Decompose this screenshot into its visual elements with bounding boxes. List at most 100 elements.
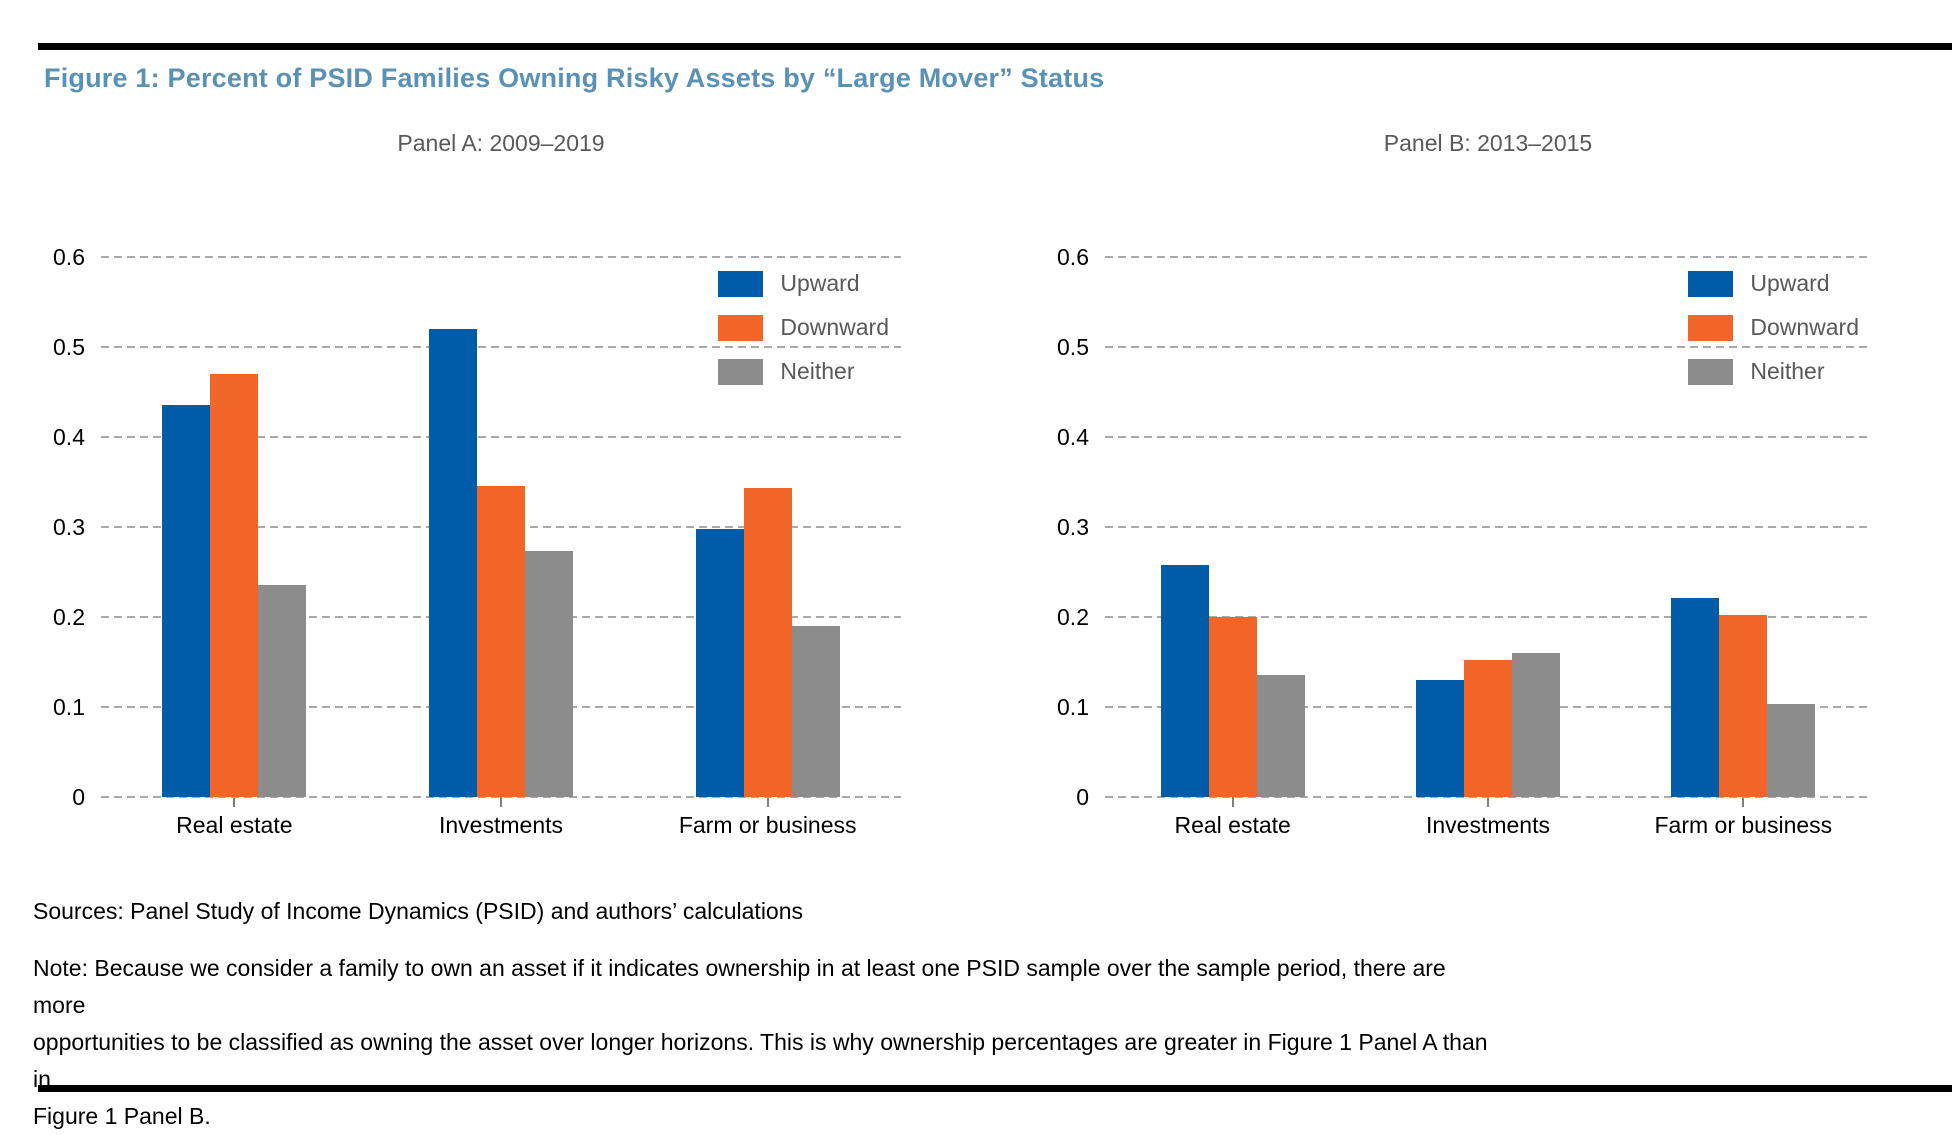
- legend-label-upward: Upward: [780, 270, 860, 296]
- gridline-0.5: [101, 346, 901, 348]
- x-tick-farm-or-business: [766, 797, 769, 807]
- sources-line: Sources: Panel Study of Income Dynamics …: [33, 898, 804, 924]
- y-tick-label-0: 0: [72, 784, 85, 810]
- legend-label-neither: Neither: [780, 358, 855, 384]
- gridline-0.6: [101, 256, 901, 258]
- gridline-0.4: [101, 436, 901, 438]
- legend-swatch-downward: [718, 314, 764, 341]
- y-tick-label-0: 0: [1076, 784, 1089, 810]
- bar-group-investments: [428, 329, 573, 797]
- panel-b-bars: [1105, 257, 1871, 797]
- x-tick-farm-or-business: [1742, 797, 1745, 807]
- bottom-rule: [38, 1085, 1952, 1092]
- gridline-0: [1105, 796, 1871, 798]
- x-cell-real-estate: Real estate: [1105, 797, 1360, 839]
- bar-upward-investments: [428, 329, 477, 797]
- legend-row-upward: Upward: [1688, 270, 1859, 297]
- y-tick-label-0.3: 0.3: [1057, 514, 1089, 540]
- x-cell-investments: Investments: [1360, 797, 1615, 839]
- bar-group-real-estate: [1160, 565, 1305, 797]
- note-text: Note: Because we consider a family to ow…: [33, 955, 1488, 1129]
- figure-title: Figure 1: Percent of PSID Families Ownin…: [44, 63, 1105, 93]
- bar-upward-real-estate: [162, 405, 211, 797]
- panel-a-title: Panel A: 2009–2019: [397, 130, 605, 156]
- y-tick-label-0.3: 0.3: [53, 514, 85, 540]
- x-cell-real-estate: Real estate: [101, 797, 368, 839]
- y-tick-label-0.2: 0.2: [1057, 604, 1089, 630]
- gridline-0.5: [1105, 346, 1871, 348]
- legend-swatch-upward: [1688, 270, 1734, 297]
- legend-swatch-downward: [1688, 314, 1734, 341]
- panel-a-legend: Upward Downward Neither: [718, 270, 889, 402]
- x-label-farm-or-business: Farm or business: [1654, 812, 1833, 838]
- bar-downward-farm-or-business: [743, 488, 792, 797]
- x-tick-investments: [500, 797, 502, 807]
- legend-row-neither: Neither: [1688, 358, 1859, 385]
- legend-row-downward: Downward: [718, 314, 889, 341]
- bar-downward-investments: [1463, 660, 1512, 797]
- y-tick-label-0.4: 0.4: [1057, 424, 1089, 450]
- legend-row-neither: Neither: [718, 358, 889, 385]
- x-label-real-estate: Real estate: [1174, 812, 1291, 838]
- y-tick-label-0.4: 0.4: [53, 424, 85, 450]
- bar-downward-investments: [476, 486, 525, 797]
- legend-row-downward: Downward: [1688, 314, 1859, 341]
- bar-neither-investments: [524, 551, 573, 797]
- bar-neither-investments: [1511, 653, 1560, 797]
- gridline-0.2: [1105, 616, 1871, 618]
- panel-b-title: Panel B: 2013–2015: [1383, 130, 1593, 156]
- x-cell-farm-or-business: Farm or business: [1616, 797, 1871, 839]
- x-label-farm-or-business: Farm or business: [678, 812, 857, 838]
- y-tick-label-0.1: 0.1: [1057, 694, 1089, 720]
- bar-neither-farm-or-business: [791, 626, 840, 797]
- x-label-real-estate: Real estate: [176, 812, 293, 838]
- gridline-0.3: [1105, 526, 1871, 528]
- panel-a: Panel A: 2009–2019 0.6 0.5 0.4 0.3 0.2 0.1 0 U…: [36, 130, 901, 839]
- gridline-0.6: [1105, 256, 1871, 258]
- bar-downward-farm-or-business: [1719, 615, 1768, 797]
- legend-label-downward: Downward: [780, 314, 889, 340]
- top-rule: [38, 43, 1952, 50]
- panel-a-y-axis: 0.6 0.5 0.4 0.3 0.2 0.1 0: [36, 244, 101, 810]
- bar-upward-investments: [1415, 680, 1464, 797]
- y-tick-label-0.6: 0.6: [1057, 244, 1089, 270]
- bar-upward-farm-or-business: [695, 529, 744, 797]
- panel-a-x-axis: Real estate Investments Farm or business: [101, 797, 901, 839]
- legend-label-downward: Downward: [1750, 314, 1859, 340]
- legend-swatch-neither: [718, 358, 764, 385]
- bar-group-farm-or-business: [695, 488, 840, 797]
- x-tick-investments: [1486, 797, 1489, 807]
- legend-label-neither: Neither: [1750, 358, 1825, 384]
- y-tick-label-0.6: 0.6: [53, 244, 85, 270]
- x-cell-farm-or-business: Farm or business: [634, 797, 901, 839]
- y-tick-label-0.5: 0.5: [1057, 334, 1089, 360]
- x-tick-real-estate: [1231, 797, 1234, 807]
- x-label-investments: Investments: [439, 812, 563, 838]
- bar-group-farm-or-business: [1671, 598, 1816, 797]
- bar-group-investments: [1415, 653, 1560, 797]
- bar-neither-real-estate: [258, 585, 307, 797]
- legend-row-upward: Upward: [718, 270, 889, 297]
- panel-b-x-axis: Real estate Investments Farm or business: [1105, 797, 1871, 839]
- bar-group-real-estate: [162, 374, 307, 797]
- panel-b: Panel B: 2013–2015 0.6 0.5 0.4 0.3 0.2 0.1 0 U…: [1040, 130, 1871, 839]
- gridline-0.4: [1105, 436, 1871, 438]
- panel-a-bars: [101, 257, 901, 797]
- panel-b-plot-area: Upward Downward Neither: [1105, 256, 1871, 798]
- x-tick-real-estate: [233, 797, 236, 807]
- bar-upward-real-estate: [1160, 565, 1209, 797]
- bar-neither-real-estate: [1256, 675, 1305, 797]
- y-tick-label-0.1: 0.1: [53, 694, 85, 720]
- panel-b-legend: Upward Downward Neither: [1688, 270, 1859, 402]
- y-tick-label-0.5: 0.5: [53, 334, 85, 360]
- bar-downward-real-estate: [210, 374, 259, 797]
- y-tick-label-0.2: 0.2: [53, 604, 85, 630]
- legend-swatch-neither: [1688, 358, 1734, 385]
- bar-upward-farm-or-business: [1671, 598, 1720, 797]
- panel-a-plot-area: Upward Downward Neither: [101, 256, 901, 798]
- panel-b-y-axis: 0.6 0.5 0.4 0.3 0.2 0.1 0: [1040, 244, 1105, 810]
- bar-neither-farm-or-business: [1767, 704, 1816, 797]
- bar-downward-real-estate: [1208, 617, 1257, 797]
- legend-swatch-upward: [718, 270, 764, 297]
- x-label-investments: Investments: [1425, 812, 1550, 838]
